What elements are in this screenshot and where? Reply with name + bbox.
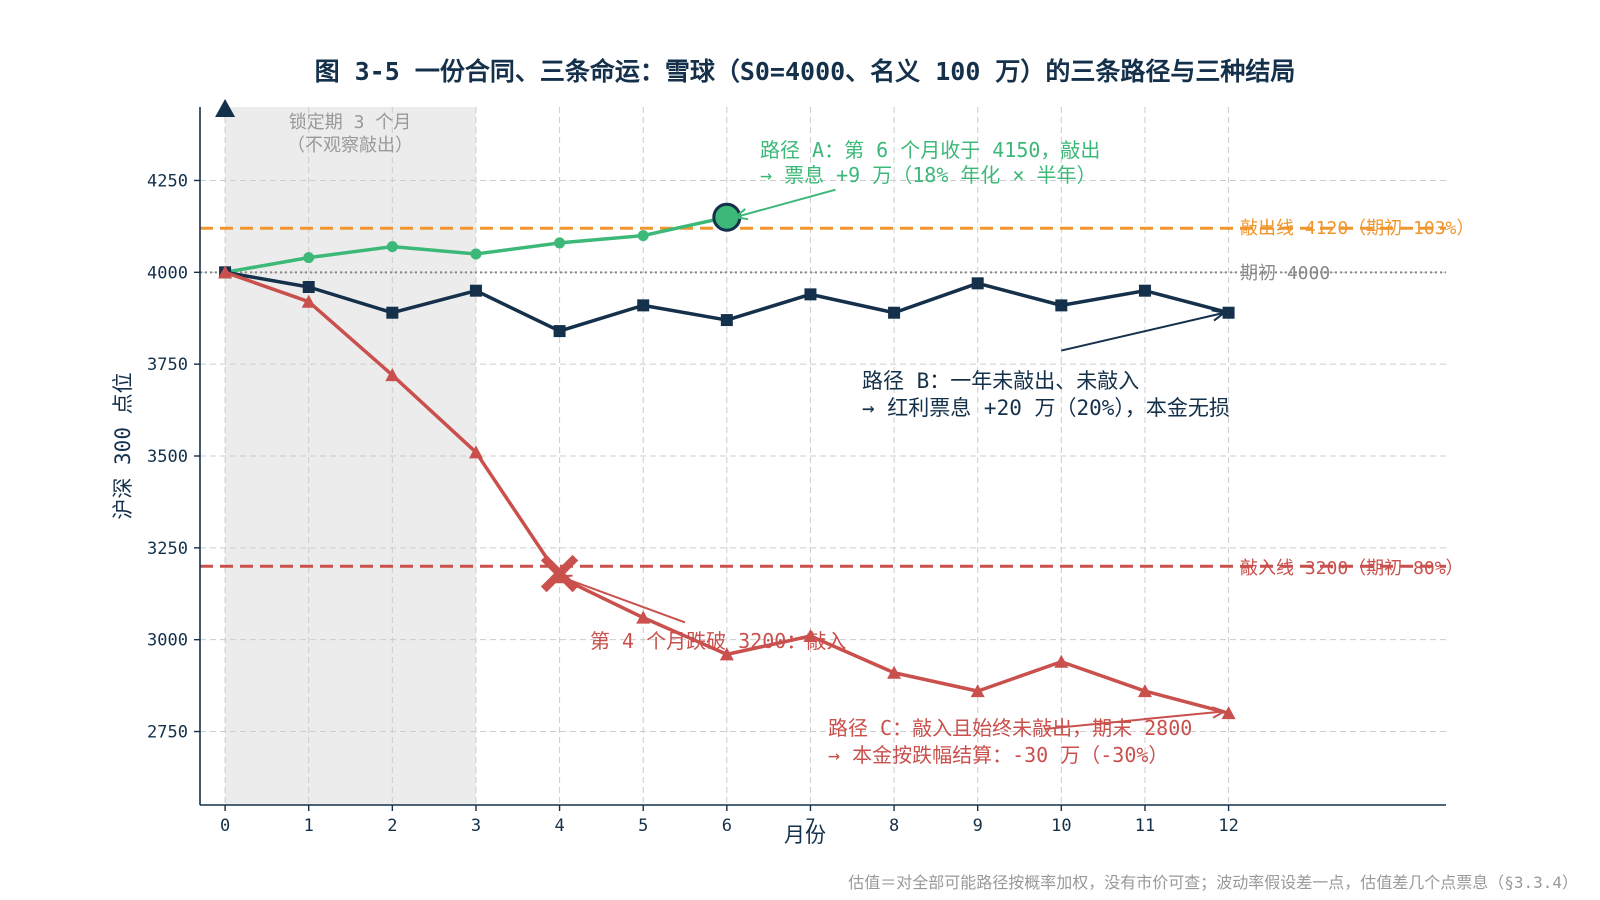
x-tick-label: 6 [722, 816, 732, 836]
footnote: 估值＝对全部可能路径按概率加权，没有市价可查；波动率假设差一点，估值差几个点票息… [848, 873, 1578, 892]
y-axis-arrow-marker [215, 99, 236, 117]
series-b-point [302, 281, 315, 294]
series-c-point [218, 265, 233, 279]
y-axis-label: 沪深 300 点位 [111, 372, 135, 519]
y-tick-label: 3250 [147, 539, 188, 559]
path-c-arrow [1044, 710, 1225, 730]
series-b-point [469, 284, 482, 297]
series-c-point [636, 610, 651, 624]
series-a-point [303, 252, 315, 264]
path-a-arrow [734, 188, 836, 219]
x-tick-label: 1 [304, 816, 314, 836]
knockin-line-label: 敲入线 3200（期初 80%） [1240, 558, 1464, 579]
series-b-point [1138, 284, 1151, 297]
x-tick-label: 7 [805, 816, 815, 836]
path-a-annotation-line2: → 票息 +9 万（18% 年化 × 半年） [760, 163, 1097, 187]
x-tick-label: 8 [889, 816, 899, 836]
x-tick-label: 10 [1051, 816, 1071, 836]
path-b-arrow [1061, 311, 1225, 352]
path-b-arrow-head [1211, 309, 1227, 322]
series-a-point [554, 237, 566, 249]
y-tick-label: 3000 [147, 631, 188, 651]
path-b-annotation-line2: → 红利票息 +20 万（20%），本金无损 [862, 396, 1230, 420]
series-b-point [804, 288, 817, 301]
series-b-point [720, 314, 733, 327]
y-tick-label: 3500 [147, 447, 188, 467]
knockin-arrow [559, 575, 686, 624]
knockin-annotation: 第 4 个月跌破 3200：敲入 [590, 629, 846, 653]
x-axis-label: 月份 [784, 823, 826, 847]
series-b-point [1055, 299, 1068, 312]
series-c-point [1137, 684, 1152, 698]
series-b-point [971, 277, 984, 290]
path-c-annotation-line2: → 本金按跌幅结算：-30 万（-30%） [828, 743, 1168, 767]
series-c-point [719, 647, 734, 661]
x-tick-label: 3 [471, 816, 481, 836]
series-a-point [637, 230, 649, 242]
knockout-line-label: 敲出线 4120（期初 103%） [1240, 218, 1474, 239]
y-tick-label: 4000 [147, 263, 188, 283]
path-a-arrow-head [732, 208, 749, 221]
lock-period-label-line2: （不观察敲出） [287, 135, 413, 156]
knockin-event-marker [540, 554, 579, 593]
x-tick-label: 2 [387, 816, 397, 836]
y-tick-label: 4250 [147, 171, 188, 191]
path-c-annotation-line1: 路径 C：敲入且始终未敲出，期末 2800 [828, 716, 1192, 740]
y-tick-label: 3750 [147, 355, 188, 375]
x-tick-label: 5 [638, 816, 648, 836]
path-a-annotation-line1: 路径 A：第 6 个月收于 4150，敲出 [760, 138, 1100, 162]
series-b-point [553, 325, 566, 338]
path-c-arrow-head [1211, 706, 1227, 719]
series-b-point [888, 306, 901, 319]
series-a-point [386, 241, 398, 253]
initial-line-label: 期初 4000 [1240, 263, 1330, 284]
series-c-point [1221, 706, 1236, 720]
y-tick-label: 2750 [147, 723, 188, 743]
x-tick-label: 0 [220, 816, 230, 836]
series-c-point [385, 368, 400, 382]
x-tick-label: 12 [1218, 816, 1238, 836]
series-b-point [637, 299, 650, 312]
series-b-point [1222, 306, 1235, 319]
series-b-point [386, 306, 399, 319]
knockin-arrow-head [557, 574, 573, 587]
series-c-point [468, 445, 483, 459]
series-c-point [970, 684, 985, 698]
x-tick-label: 4 [554, 816, 564, 836]
series-c-point [887, 665, 902, 679]
x-tick-label: 11 [1135, 816, 1155, 836]
chart-title: 图 3-5 一份合同、三条命运：雪球（S0=4000、名义 100 万）的三条路… [315, 57, 1296, 86]
x-tick-label: 9 [973, 816, 983, 836]
series-a-point [470, 248, 482, 260]
series-c-point [1054, 654, 1069, 668]
series-c-point [803, 629, 818, 643]
lock-period-label-line1: 锁定期 3 个月 [289, 112, 412, 133]
path-b-annotation-line1: 路径 B：一年未敲出、未敲入 [862, 369, 1139, 393]
series-c-point [301, 294, 316, 308]
